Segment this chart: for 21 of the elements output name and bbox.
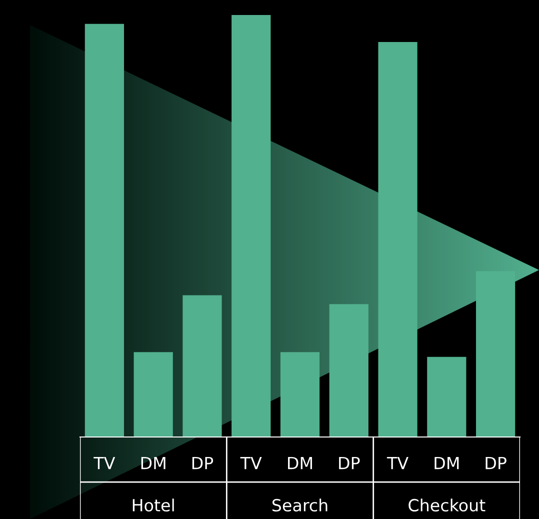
x-tick-label: DP <box>192 456 214 470</box>
x-tick-label: DP <box>486 456 506 470</box>
bar <box>182 295 222 437</box>
x-tick-label: DM <box>434 456 459 470</box>
text: Checkout <box>408 498 486 512</box>
bar <box>378 42 418 437</box>
x-tick-label: DP <box>339 456 360 470</box>
x-tick-label: DM <box>141 456 166 470</box>
text: Search <box>272 498 328 512</box>
bar <box>476 271 516 437</box>
x-tick-label: TV <box>386 456 408 470</box>
bar <box>232 15 271 437</box>
bar <box>329 304 368 437</box>
bar <box>84 24 124 437</box>
x-tick-label: DM <box>288 456 312 470</box>
bar <box>427 356 466 437</box>
x-tick-label: TV <box>240 456 262 470</box>
x-tick-label: TV <box>94 456 116 470</box>
text: Hotel <box>132 498 174 512</box>
bar <box>280 352 320 437</box>
bar <box>134 352 173 437</box>
